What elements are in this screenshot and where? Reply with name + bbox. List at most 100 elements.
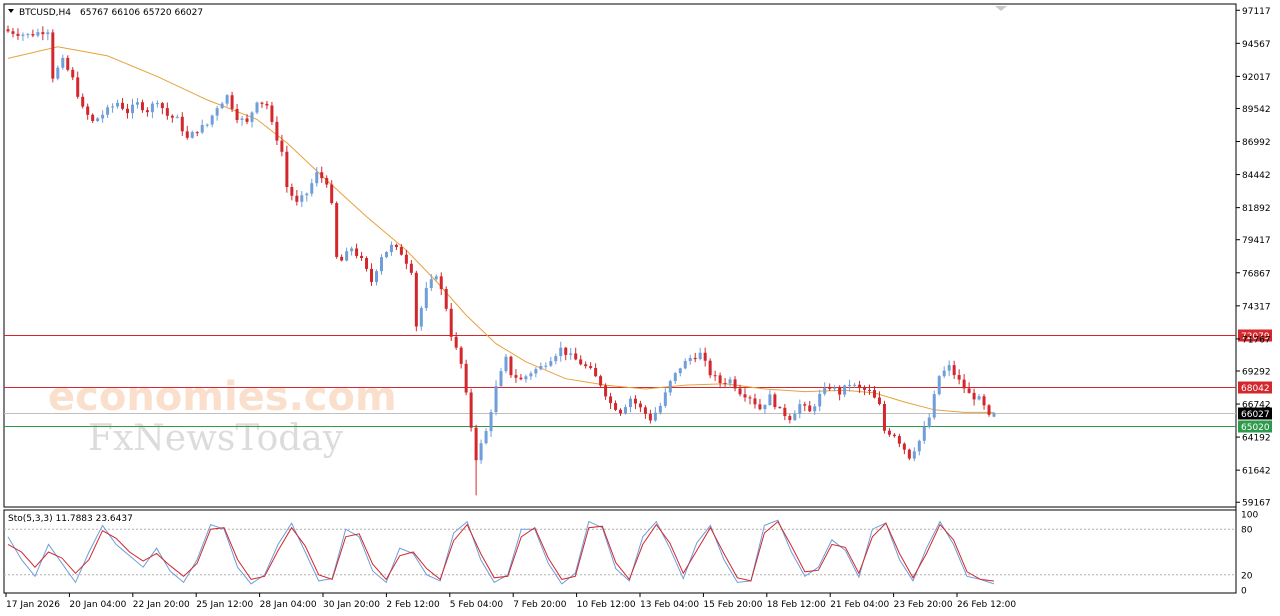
candle-body — [16, 33, 20, 36]
candle-body — [663, 392, 667, 406]
candle-body — [310, 183, 314, 194]
current-price-tag — [1238, 407, 1272, 420]
candle-body — [439, 276, 443, 290]
candle-body — [305, 193, 309, 196]
candle-body — [733, 379, 737, 389]
candle-body — [912, 451, 916, 459]
candle-body — [245, 118, 249, 122]
candle-body — [549, 361, 553, 366]
x-tick-label: 18 Feb 12:00 — [767, 600, 826, 610]
x-tick-label: 20 Jan 04:00 — [69, 600, 126, 610]
watermark-economies: economies.com — [48, 374, 397, 420]
candle-body — [394, 244, 398, 248]
candle-body — [833, 387, 837, 389]
candle-body — [628, 398, 632, 408]
candle-body — [673, 373, 677, 382]
candle-body — [96, 118, 100, 121]
y-tick-label: 84442 — [1242, 171, 1271, 181]
candle-body — [484, 431, 488, 444]
candle-body — [653, 412, 657, 421]
candle-body — [853, 384, 857, 386]
candle-body — [818, 393, 822, 407]
candle-body — [375, 271, 379, 282]
candle-body — [145, 110, 149, 113]
candle-body — [892, 434, 896, 437]
level-tag-label-1: 68042 — [1241, 384, 1270, 394]
sto-tick-label: 20 — [1241, 571, 1253, 581]
candle-body — [992, 413, 996, 417]
x-tick-label: 10 Feb 12:00 — [577, 600, 636, 610]
y-tick-label: 74317 — [1242, 302, 1271, 312]
candle-body — [678, 368, 682, 374]
candle-body — [863, 387, 867, 390]
candle-body — [534, 369, 538, 374]
candle-body — [579, 359, 583, 365]
candle-body — [633, 398, 637, 404]
candle-body — [424, 287, 428, 309]
candle-body — [957, 375, 961, 380]
candle-body — [698, 352, 702, 360]
candle-body — [404, 254, 408, 264]
symbol-dropdown-icon[interactable] — [8, 9, 14, 13]
level-tag-0 — [1238, 329, 1272, 342]
candle-body — [419, 308, 423, 327]
x-tick-label: 7 Feb 20:00 — [513, 600, 567, 610]
candle-body — [952, 365, 956, 376]
candle-body — [444, 289, 448, 309]
y-tick-label: 71767 — [1242, 335, 1271, 345]
candle-body — [972, 392, 976, 400]
candle-body — [977, 396, 981, 400]
candle-body — [365, 258, 369, 269]
candle-body — [758, 404, 762, 410]
x-tick-label: 13 Feb 04:00 — [640, 600, 699, 610]
candle-body — [942, 370, 946, 377]
candle-body — [594, 367, 598, 377]
candle-body — [823, 387, 827, 394]
y-tick-label: 79417 — [1242, 236, 1271, 246]
x-tick-label: 28 Jan 04:00 — [260, 600, 317, 610]
candle-body — [295, 195, 299, 202]
candle-body — [728, 379, 732, 384]
candle-body — [106, 107, 110, 115]
candle-body — [614, 403, 618, 410]
candle-body — [200, 125, 204, 133]
chart-shift-icon[interactable] — [995, 6, 1007, 11]
candle-body — [275, 121, 279, 141]
candle-body — [813, 406, 817, 412]
candle-body — [872, 389, 876, 398]
candle-body — [668, 381, 672, 393]
candle-body — [41, 32, 45, 35]
candle-body — [56, 67, 60, 79]
candle-body — [126, 108, 130, 114]
candle-body — [693, 357, 697, 360]
candle-body — [255, 102, 259, 113]
candle-body — [205, 124, 209, 126]
candle-body — [877, 397, 881, 405]
candle-body — [389, 244, 393, 253]
candle-body — [569, 353, 573, 355]
candle-body — [429, 279, 433, 288]
candle-body — [808, 405, 812, 412]
candle-body — [260, 102, 264, 104]
candle-body — [793, 413, 797, 421]
candle-body — [21, 34, 25, 36]
candle-body — [150, 103, 154, 113]
candle-body — [902, 443, 906, 450]
level-tag-label-0: 72079 — [1241, 332, 1270, 342]
candle-body — [379, 257, 383, 272]
symbol-label: BTCUSD,H4 — [19, 8, 71, 18]
candle-body — [66, 57, 70, 70]
y-tick-label: 89542 — [1242, 105, 1271, 115]
candle-body — [121, 102, 125, 109]
candle-body — [962, 379, 966, 389]
candle-body — [190, 132, 194, 138]
candle-body — [355, 248, 359, 256]
candle-body — [11, 31, 15, 34]
candle-body — [509, 356, 513, 376]
candle-body — [46, 32, 50, 35]
candle-body — [116, 102, 120, 107]
candle-body — [449, 308, 453, 337]
candle-body — [91, 114, 95, 121]
candle-body — [643, 407, 647, 414]
candle-body — [330, 184, 334, 204]
